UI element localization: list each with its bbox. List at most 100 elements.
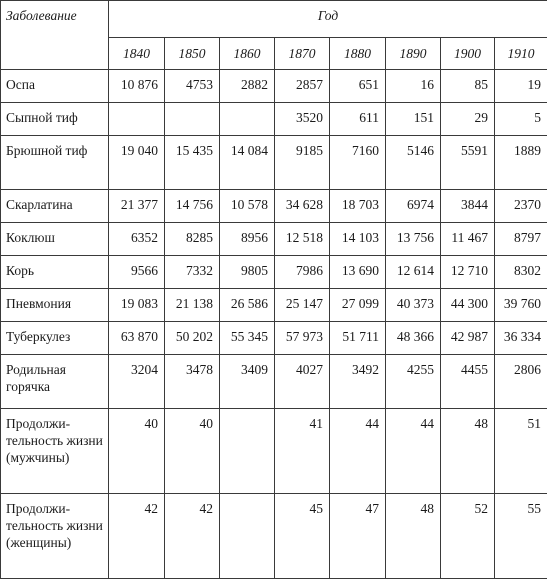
table-cell: 14 084 [220,136,275,190]
table-cell: 50 202 [165,322,220,355]
year-header-1870: 1870 [275,38,330,70]
table-cell: 47 [330,494,386,579]
table-cell: 40 [109,409,165,494]
year-header-1880: 1880 [330,38,386,70]
row-label: Продолжи-тельность жизни (мужчины) [1,409,109,494]
table-cell: 44 300 [441,289,495,322]
table-cell: 7986 [275,256,330,289]
table-cell: 10 876 [109,70,165,103]
table-cell [220,409,275,494]
table-cell: 21 138 [165,289,220,322]
table-cell: 36 334 [495,322,547,355]
year-header-1910: 1910 [495,38,547,70]
table-cell: 611 [330,103,386,136]
table-cell: 41 [275,409,330,494]
table-cell: 2857 [275,70,330,103]
table-cell: 29 [441,103,495,136]
table-cell: 5591 [441,136,495,190]
table-cell [220,494,275,579]
table-cell: 5146 [386,136,441,190]
table-row-whooping-cough: Коклюш 6352 8285 8956 12 518 14 103 13 7… [1,223,547,256]
table-cell: 48 [386,494,441,579]
table-cell: 42 [165,494,220,579]
table-cell: 85 [441,70,495,103]
row-label: Коклюш [1,223,109,256]
table-cell: 3520 [275,103,330,136]
table-cell: 5 [495,103,547,136]
table-cell: 21 377 [109,190,165,223]
row-label: Родильная горячка [1,355,109,409]
table-cell: 27 099 [330,289,386,322]
table-cell: 2882 [220,70,275,103]
row-label: Оспа [1,70,109,103]
table-cell: 12 518 [275,223,330,256]
table-cell: 6974 [386,190,441,223]
year-header-1900: 1900 [441,38,495,70]
table-cell: 57 973 [275,322,330,355]
table-row-typhus: Сыпной тиф 3520 611 151 29 5 [1,103,547,136]
table-row-scarlet-fever: Скарлатина 21 377 14 756 10 578 34 628 1… [1,190,547,223]
table-cell: 4455 [441,355,495,409]
table-cell: 9185 [275,136,330,190]
table-cell: 7160 [330,136,386,190]
table-cell: 8285 [165,223,220,256]
disease-column-header: Заболевание [1,1,109,70]
table-cell: 151 [386,103,441,136]
table-cell: 19 [495,70,547,103]
table-cell: 651 [330,70,386,103]
header-row: Заболевание Год [1,1,547,38]
table-cell: 7332 [165,256,220,289]
table-cell: 2806 [495,355,547,409]
row-label: Сыпной тиф [1,103,109,136]
table-cell: 44 [386,409,441,494]
table-cell: 45 [275,494,330,579]
table-cell: 4027 [275,355,330,409]
table-cell: 34 628 [275,190,330,223]
table-cell: 13 756 [386,223,441,256]
table-cell: 9805 [220,256,275,289]
table-cell: 12 710 [441,256,495,289]
table-cell: 42 987 [441,322,495,355]
table-cell: 51 [495,409,547,494]
table-cell: 9566 [109,256,165,289]
table-cell: 4753 [165,70,220,103]
row-label: Пневмония [1,289,109,322]
table-cell: 11 467 [441,223,495,256]
table-cell [109,103,165,136]
table-cell: 8797 [495,223,547,256]
table-cell: 19 083 [109,289,165,322]
table-cell: 40 [165,409,220,494]
table-cell: 3204 [109,355,165,409]
table-cell: 13 690 [330,256,386,289]
table-cell: 42 [109,494,165,579]
table-cell: 25 147 [275,289,330,322]
table-row-measles: Корь 9566 7332 9805 7986 13 690 12 614 1… [1,256,547,289]
year-column-header: Год [109,1,547,38]
row-label: Продолжи-тельность жизни (женщины) [1,494,109,579]
table-cell: 40 373 [386,289,441,322]
table-cell: 2370 [495,190,547,223]
table-cell: 19 040 [109,136,165,190]
row-label: Брюшной тиф [1,136,109,190]
table-cell: 14 756 [165,190,220,223]
row-label: Туберкулез [1,322,109,355]
table-cell: 3492 [330,355,386,409]
table-cell: 15 435 [165,136,220,190]
table-cell: 1889 [495,136,547,190]
table-cell: 16 [386,70,441,103]
table-cell: 39 760 [495,289,547,322]
table-row-tuberculosis: Туберкулез 63 870 50 202 55 345 57 973 5… [1,322,547,355]
year-header-1890: 1890 [386,38,441,70]
table-row-smallpox: Оспа 10 876 4753 2882 2857 651 16 85 19 [1,70,547,103]
table-cell: 26 586 [220,289,275,322]
table-cell: 52 [441,494,495,579]
table-cell: 8956 [220,223,275,256]
table-cell: 14 103 [330,223,386,256]
year-header-1840: 1840 [109,38,165,70]
table-cell: 44 [330,409,386,494]
table-cell: 4255 [386,355,441,409]
table-cell [165,103,220,136]
table-cell: 6352 [109,223,165,256]
table-cell: 10 578 [220,190,275,223]
